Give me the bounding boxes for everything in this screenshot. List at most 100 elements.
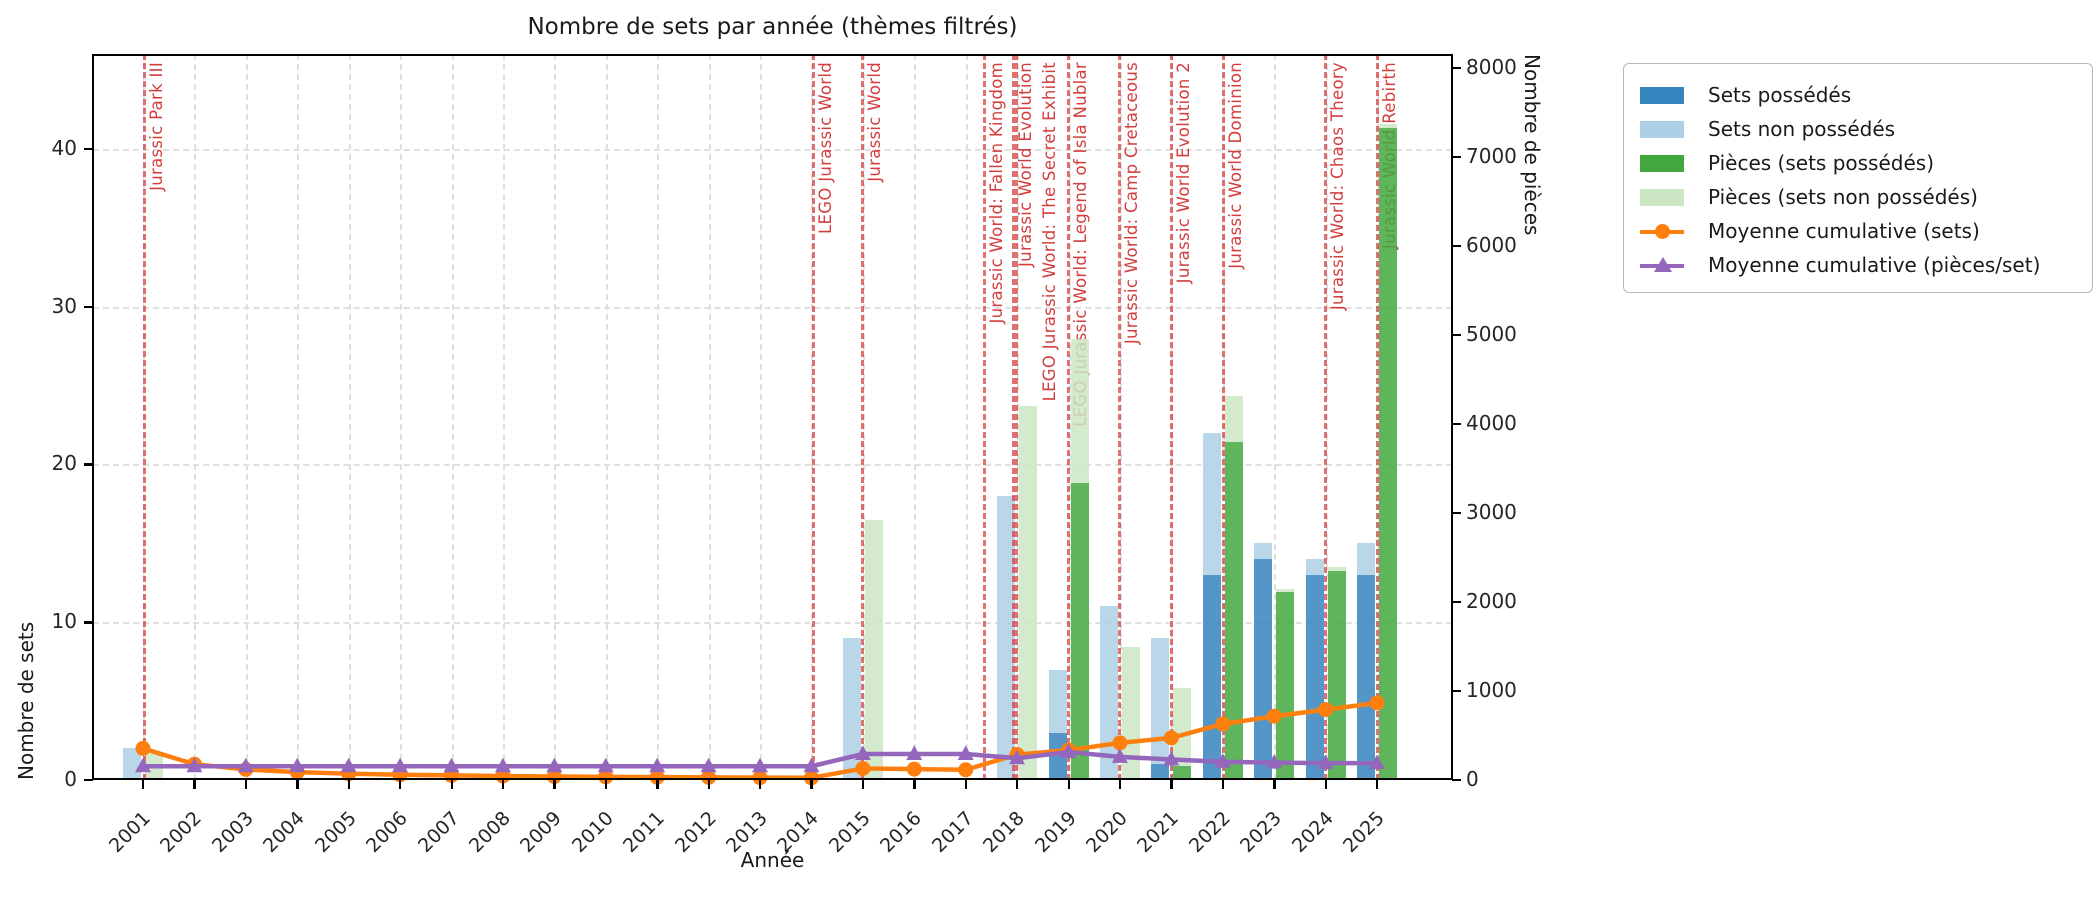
marker-triangle: [957, 745, 974, 761]
x-tickmark: [964, 780, 968, 789]
marker-circle: [752, 770, 768, 786]
gridline-horizontal: [93, 622, 1452, 625]
x-tickmark: [244, 780, 248, 789]
legend-swatch-icon: [1640, 86, 1684, 104]
bar-pi-ces-sets-poss-d-s--2025: [1379, 127, 1397, 780]
marker-triangle: [1369, 754, 1385, 770]
marker-triangle: [649, 757, 666, 773]
bar-pi-ces-sets-non-poss-d-s--2018: [1019, 406, 1038, 780]
y-left-tick-label: 0: [64, 767, 77, 791]
marker-triangle: [700, 757, 717, 773]
y-right-tickmark: [1452, 779, 1461, 782]
marker-circle: [958, 762, 974, 778]
bar-sets-poss-d-s-2021: [1151, 764, 1170, 780]
y-right-tickmark: [1452, 600, 1461, 604]
gridline-vertical: [502, 54, 505, 780]
marker-triangle: [340, 757, 357, 773]
bar-pi-ces-sets-non-poss-d-s--2024: [1327, 567, 1346, 571]
x-tickmark: [656, 780, 659, 789]
x-tickmark: [399, 780, 402, 789]
event-vline: [982, 54, 986, 780]
gridline-vertical: [708, 54, 711, 780]
legend-swatch-icon: [1640, 154, 1684, 172]
axis-spine-bottom: [92, 778, 1453, 780]
y-right-tick-label: 2000: [1466, 588, 1517, 613]
legend-item: Pièces (sets possédés): [1624, 146, 2092, 180]
gridline-vertical: [348, 54, 351, 780]
gridline-vertical: [657, 54, 660, 780]
marker-triangle: [546, 757, 563, 773]
x-tickmark: [553, 780, 556, 789]
y-right-tickmark: [1452, 244, 1461, 248]
marker-triangle: [1111, 748, 1128, 763]
y-left-tick-label: 20: [51, 451, 77, 476]
x-tickmark: [913, 780, 916, 789]
legend-line-circle-icon: [1640, 223, 1684, 240]
gridline-vertical: [1325, 54, 1328, 780]
y-left-tick-label: 10: [51, 609, 77, 634]
event-vline: [861, 54, 865, 780]
event-vline: [1376, 54, 1380, 780]
event-vline: [1066, 54, 1070, 780]
marker-triangle: [803, 757, 820, 773]
y-left-tickmark: [84, 147, 93, 151]
y-right-tickmark: [1452, 422, 1461, 426]
legend-label: Sets possédés: [1708, 83, 1852, 107]
bar-sets-non-poss-d-s-2021: [1151, 637, 1170, 765]
y-right-tick-label: 7000: [1466, 143, 1517, 168]
marker-triangle: [752, 757, 768, 773]
y-right-tick-label: 4000: [1466, 410, 1517, 435]
axis-spine-right: [1451, 54, 1453, 780]
y-left-tick-label: 30: [51, 293, 77, 318]
gridline-vertical: [914, 54, 917, 780]
y-right-tick-label: 5000: [1466, 321, 1517, 346]
chart-title: Nombre de sets par année (thèmes filtrés…: [527, 14, 1018, 40]
legend-item: Moyenne cumulative (pièces/set): [1624, 248, 2092, 282]
gridline-horizontal: [93, 306, 1452, 309]
gridline-vertical: [554, 54, 557, 780]
marker-triangle: [237, 757, 254, 773]
y-right-tick-label: 6000: [1466, 232, 1517, 257]
gridline-vertical: [1119, 54, 1122, 780]
gridline-vertical: [297, 54, 300, 780]
legend-item: Moyenne cumulative (sets): [1624, 214, 2092, 248]
bar-pi-ces-sets-poss-d-s--2019: [1070, 482, 1089, 780]
bar-sets-non-poss-d-s-2022: [1202, 432, 1221, 575]
bar-pi-ces-sets-non-poss-d-s--2023: [1276, 588, 1295, 593]
y-left-tickmark: [84, 779, 93, 782]
x-tickmark: [296, 780, 299, 789]
gridline-vertical: [400, 54, 403, 780]
bar-sets-poss-d-s-2023: [1254, 559, 1273, 780]
marker-triangle: [289, 757, 306, 773]
x-tickmark: [1118, 780, 1122, 789]
x-tickmark: [1221, 780, 1225, 789]
legend-line-triangle-icon: [1640, 256, 1684, 274]
marker-triangle: [1214, 753, 1231, 768]
marker-circle: [1215, 716, 1231, 732]
event-vline: [143, 54, 146, 780]
gridline-vertical: [245, 54, 248, 780]
x-tickmark: [142, 780, 145, 789]
legend-label: Pièces (sets possédés): [1708, 151, 1935, 175]
y-left-axis-label: Nombre de sets: [14, 621, 38, 780]
legend-label: Moyenne cumulative (pièces/set): [1708, 253, 2041, 277]
plot-area: Jurassic Park III LEGO Jurassic World Jura…: [92, 54, 1453, 786]
event-vline: [1221, 54, 1225, 780]
y-right-tickmark: [1452, 511, 1461, 515]
marker-triangle: [1266, 754, 1283, 769]
x-tickmark: [1170, 780, 1173, 789]
y-right-tickmark: [1452, 689, 1461, 693]
gridline-vertical: [1274, 54, 1277, 780]
y-right-tickmark: [1452, 155, 1461, 159]
y-right-tickmark: [1452, 333, 1461, 337]
x-tickmark: [1067, 780, 1070, 789]
marker-circle: [649, 769, 665, 785]
bar-pi-ces-sets-poss-d-s--2021: [1173, 765, 1192, 780]
marker-circle: [1112, 735, 1128, 751]
x-tickmark: [1016, 780, 1019, 789]
bar-pi-ces-sets-non-poss-d-s--2015: [864, 520, 883, 780]
x-tickmark: [501, 780, 505, 789]
x-axis-label: Année: [740, 848, 805, 872]
marker-triangle: [186, 757, 203, 773]
event-vline: [811, 54, 815, 780]
